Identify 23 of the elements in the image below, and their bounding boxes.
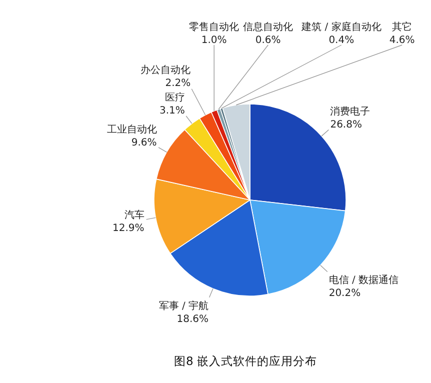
data-label: 20.2% xyxy=(328,288,361,300)
data-label: 9.6% xyxy=(131,137,157,148)
text: 图8 嵌入式软件的应用分布 xyxy=(174,354,317,368)
data-label: 2.2% xyxy=(165,78,191,90)
slice-label: 工业自动化 xyxy=(106,123,157,136)
slice-label: 汽车 xyxy=(124,208,144,221)
data-label: 26.8% xyxy=(330,119,362,130)
slice-label: 医疗 xyxy=(164,91,185,104)
slice-label: 其它 xyxy=(392,21,412,33)
slice-label: 消费电子 xyxy=(330,105,370,118)
data-label: 4.6% xyxy=(389,35,415,46)
slice-label: 办公自动化 xyxy=(140,64,191,76)
slice-label: 零售自动化 xyxy=(189,21,240,33)
slice-label: 建筑 / 家庭自动化 xyxy=(300,21,382,33)
data-label: 18.6% xyxy=(176,314,209,326)
data-label: 1.0% xyxy=(201,35,227,46)
data-label: 0.4% xyxy=(328,35,354,46)
slice-label: 军事 / 宇航 xyxy=(158,300,209,312)
data-label: 3.1% xyxy=(160,105,185,116)
slice-label: 信息自动化 xyxy=(243,21,294,33)
data-label: 12.9% xyxy=(112,222,144,234)
slice-label: 电信 / 数据通信 xyxy=(328,274,399,286)
data-label: 0.6% xyxy=(255,35,281,46)
